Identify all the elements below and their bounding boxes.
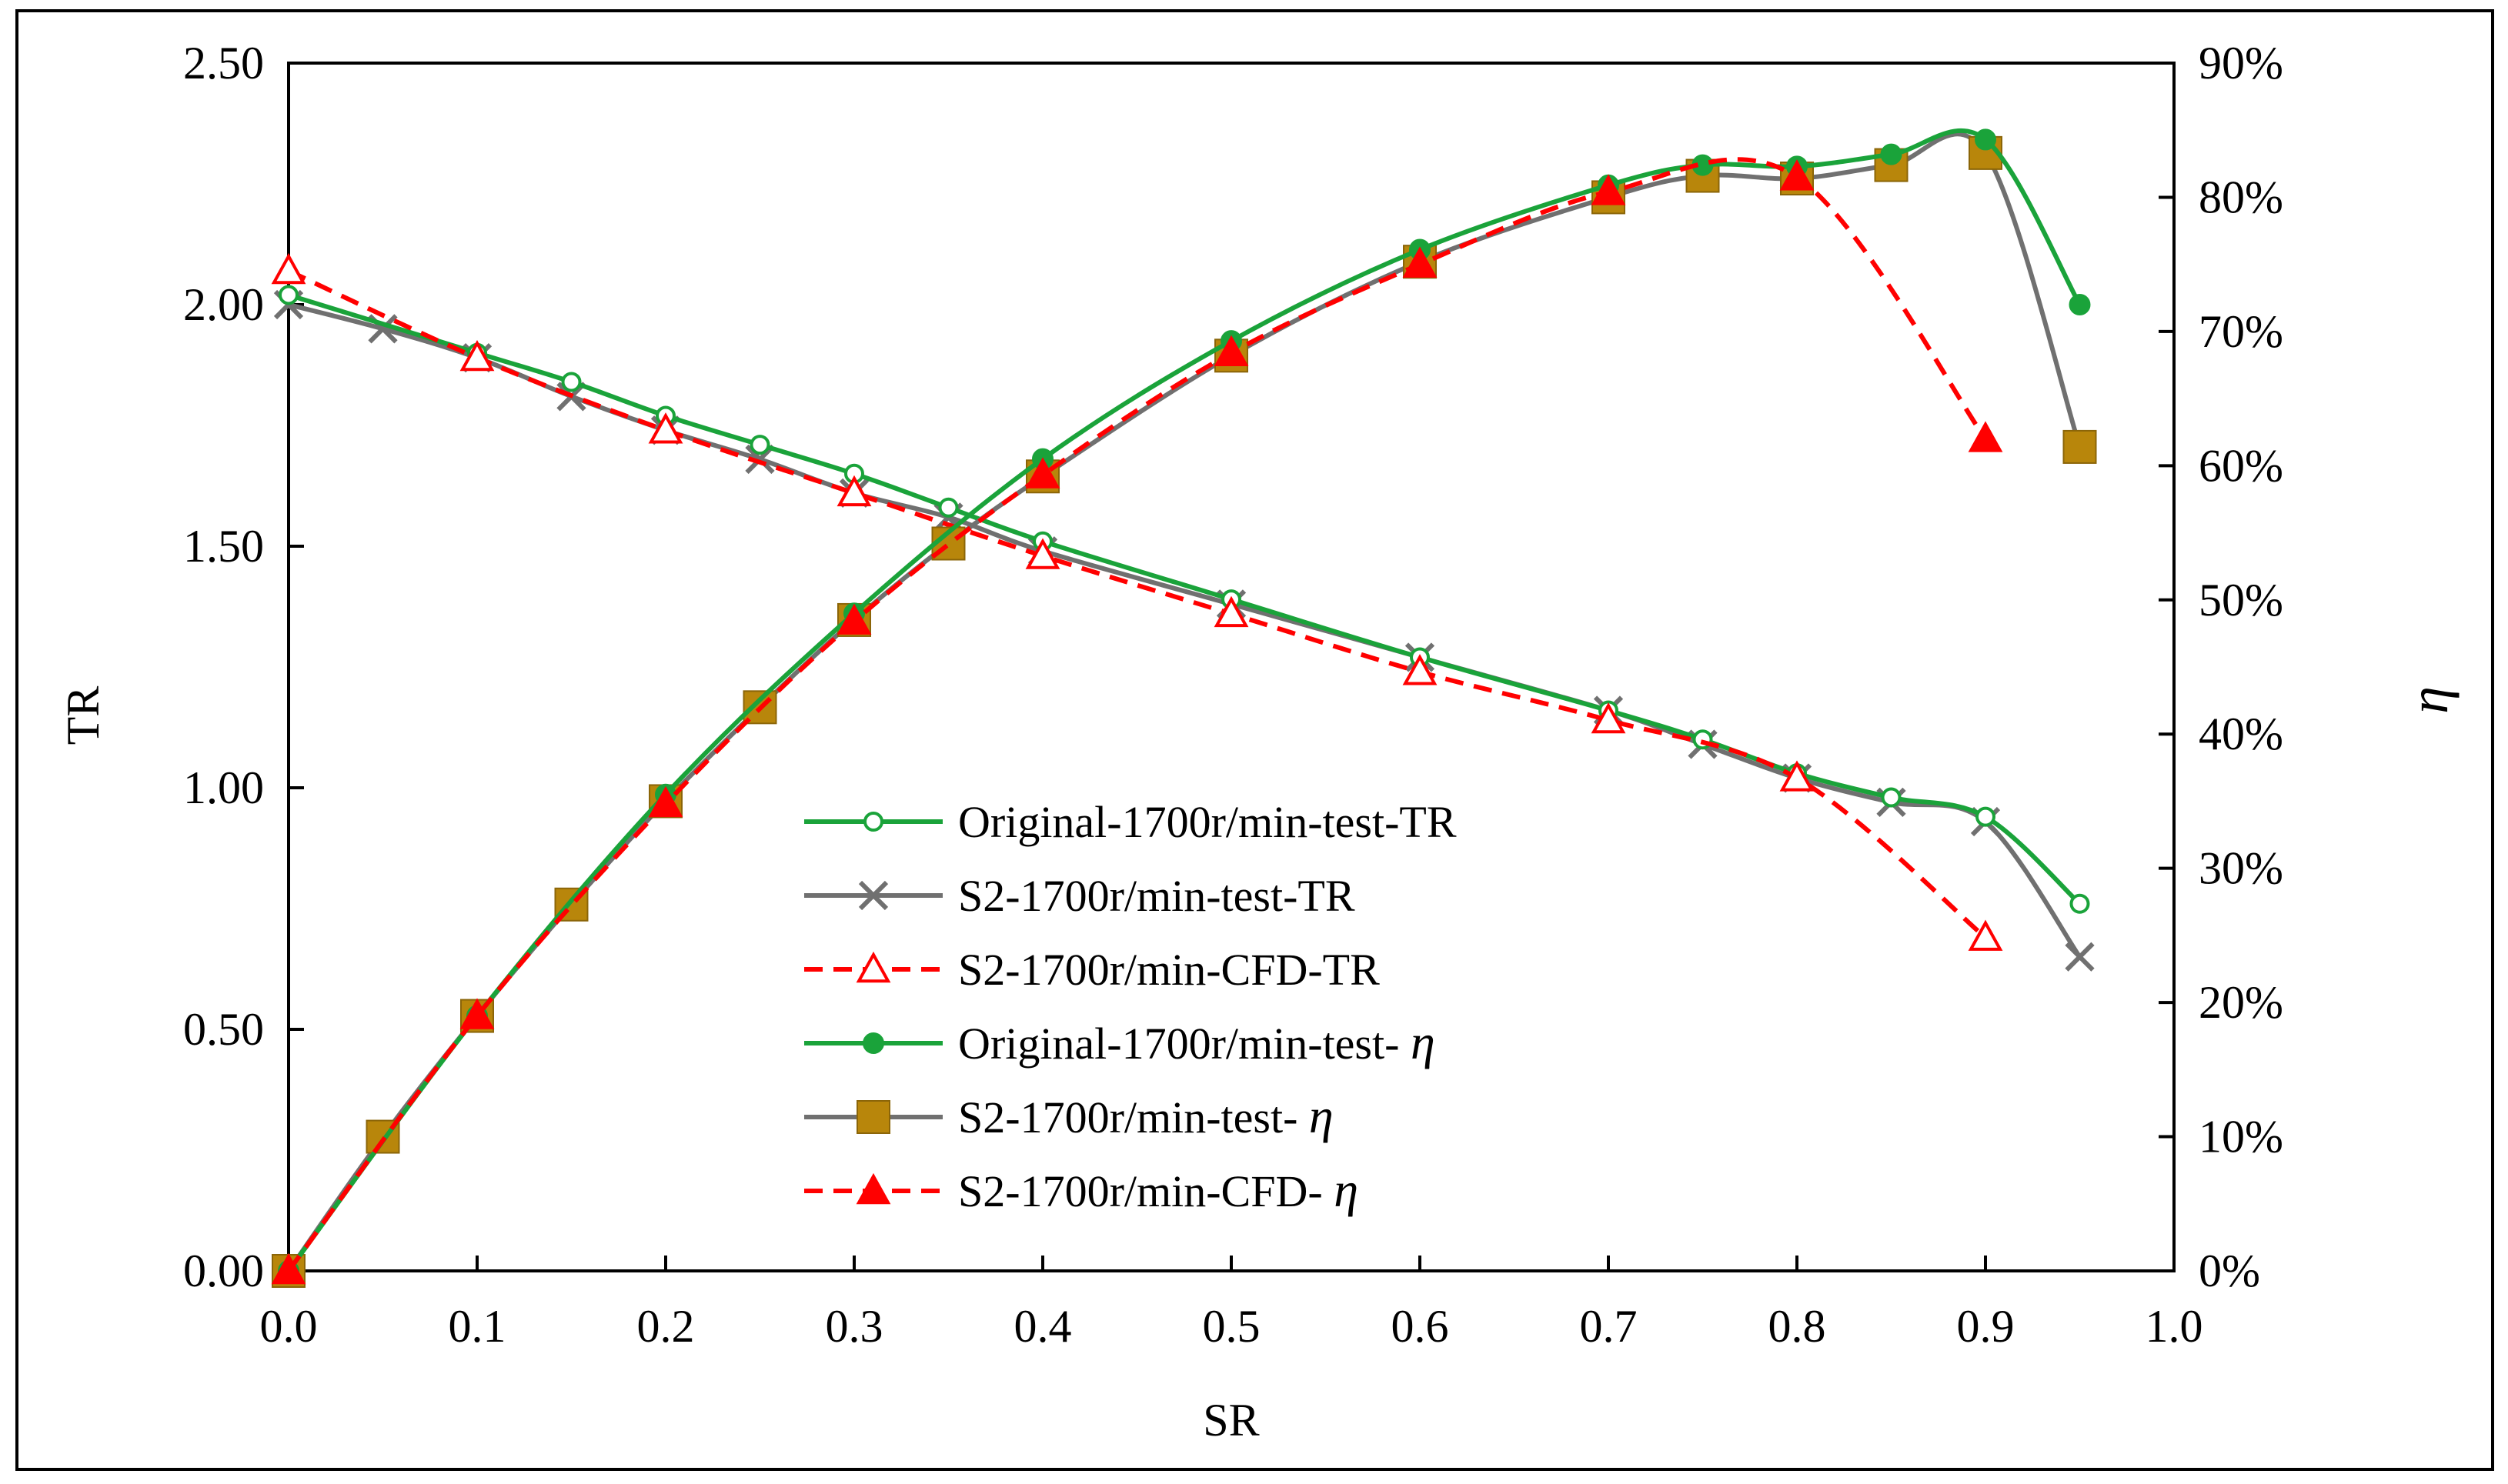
- y-right-tick-label: 20%: [2199, 977, 2283, 1028]
- data-point: [1975, 806, 1995, 827]
- legend-item: S2-1700r/min-test-TR: [804, 871, 1355, 921]
- data-point: [2065, 942, 2095, 972]
- data-point: [1402, 654, 1438, 685]
- legend: Original-1700r/min-test-TR S2-1700r/min-t…: [804, 797, 1457, 1217]
- legend-swatch-marker: [863, 812, 883, 832]
- series-2: [271, 252, 2003, 951]
- series-line: [287, 268, 1987, 939]
- data-point: [837, 475, 872, 507]
- data-point: [2062, 429, 2097, 464]
- y-left-tick-label: 2.00: [183, 279, 264, 330]
- legend-label: S2-1700r/min-CFD- η: [958, 1162, 1358, 1217]
- series-line: [286, 157, 1988, 1272]
- legend-item: S2-1700r/min-CFD-TR: [804, 945, 1380, 995]
- x-tick-label: 0.6: [1391, 1301, 1449, 1352]
- y-right-tick-label: 80%: [2199, 172, 2283, 222]
- data-point: [648, 412, 683, 444]
- data-point: [745, 444, 775, 475]
- y-axis-left-ticks: 0.00 0.50 1.00 1.50 2.00 2.50: [183, 38, 304, 1296]
- data-point: [938, 497, 959, 518]
- data-point: [1880, 143, 1902, 165]
- x-tick-label: 0.1: [449, 1301, 506, 1352]
- data-point: [271, 252, 306, 285]
- data-point: [2069, 893, 2090, 914]
- data-point: [1975, 128, 1996, 151]
- data-point: [1025, 538, 1060, 569]
- data-point: [459, 339, 495, 372]
- data-point: [837, 603, 872, 635]
- legend-swatch-marker: [856, 1172, 891, 1205]
- x-tick-label: 0.4: [1014, 1301, 1072, 1352]
- data-point: [1025, 457, 1060, 489]
- x-tick-label: 0.0: [260, 1301, 318, 1352]
- data-point: [279, 285, 299, 305]
- data-point: [1214, 335, 1249, 366]
- data-point: [750, 435, 770, 455]
- x-tick-label: 0.2: [637, 1301, 695, 1352]
- x-tick-label: 0.7: [1580, 1301, 1638, 1352]
- legend-item: Original-1700r/min-test-TR: [804, 797, 1457, 847]
- data-point: [1779, 760, 1815, 792]
- y-axis-right-ticks: 0% 10% 20% 30% 40% 50% 60% 70% 80% 90%: [2159, 38, 2283, 1296]
- data-point: [648, 785, 683, 818]
- data-point: [459, 998, 495, 1029]
- data-point: [1402, 246, 1438, 278]
- data-point: [1968, 421, 2003, 452]
- y-right-tick-label: 70%: [2199, 306, 2283, 357]
- legend-label: S2-1700r/min-test-TR: [958, 871, 1355, 921]
- y-left-tick-label: 0.50: [183, 1004, 264, 1055]
- legend-swatch-marker: [858, 880, 889, 911]
- y-left-tick-label: 0.00: [183, 1246, 264, 1296]
- y-right-tick-label: 0%: [2199, 1246, 2260, 1296]
- legend-swatch-marker: [857, 1100, 890, 1134]
- x-axis-title: SR: [1203, 1395, 1259, 1446]
- y-right-tick-label: 60%: [2199, 440, 2283, 491]
- y-right-tick-label: 40%: [2199, 709, 2283, 759]
- series-line: [286, 128, 2082, 1272]
- y-left-tick-label: 1.50: [183, 521, 264, 572]
- legend-label: S2-1700r/min-test- η: [958, 1089, 1334, 1143]
- legend-item: S2-1700r/min-test- η: [804, 1089, 1334, 1143]
- x-tick-label: 1.0: [2146, 1301, 2203, 1352]
- y-right-tick-label: 10%: [2199, 1112, 2283, 1162]
- y-left-tick-label: 1.00: [183, 762, 264, 813]
- y-right-tick-label: 90%: [2199, 38, 2283, 88]
- data-point: [1591, 174, 1626, 205]
- y-right-tick-label: 30%: [2199, 843, 2283, 894]
- y-left-tick-label: 2.50: [183, 38, 264, 88]
- series-layer: [271, 128, 2097, 1288]
- x-tick-label: 0.9: [1957, 1301, 2015, 1352]
- data-point: [1968, 919, 2003, 951]
- data-point: [1591, 702, 1626, 734]
- legend-item: S2-1700r/min-CFD- η: [804, 1162, 1358, 1217]
- y-right-tick-label: 50%: [2199, 575, 2283, 625]
- legend-label: S2-1700r/min-CFD-TR: [958, 945, 1380, 995]
- data-point: [2069, 294, 2091, 315]
- data-point: [1214, 595, 1249, 628]
- legend-label: Original-1700r/min-test-TR: [958, 797, 1457, 847]
- legend-label: Original-1700r/min-test- η: [958, 1015, 1435, 1069]
- x-tick-label: 0.5: [1203, 1301, 1261, 1352]
- data-point: [561, 372, 582, 392]
- y-axis-left-title: TR: [58, 686, 109, 745]
- data-point: [1881, 787, 1902, 808]
- series-line: [288, 292, 2082, 905]
- legend-swatch-marker: [863, 1032, 884, 1054]
- x-tick-label: 0.3: [826, 1301, 883, 1352]
- x-axis-ticks: 0.0 0.1 0.2 0.3 0.4 0.5 0.6 0.7 0.8 0.9 1.0: [260, 1256, 2203, 1352]
- x-tick-label: 0.8: [1768, 1301, 1826, 1352]
- legend-item: Original-1700r/min-test- η: [804, 1015, 1435, 1069]
- y-axis-right-title: η: [2398, 686, 2460, 714]
- data-point: [271, 1252, 306, 1285]
- data-point: [1779, 159, 1815, 191]
- series-5: [271, 157, 2003, 1285]
- legend-swatch-marker: [856, 951, 891, 983]
- figure-frame: [15, 9, 2494, 1471]
